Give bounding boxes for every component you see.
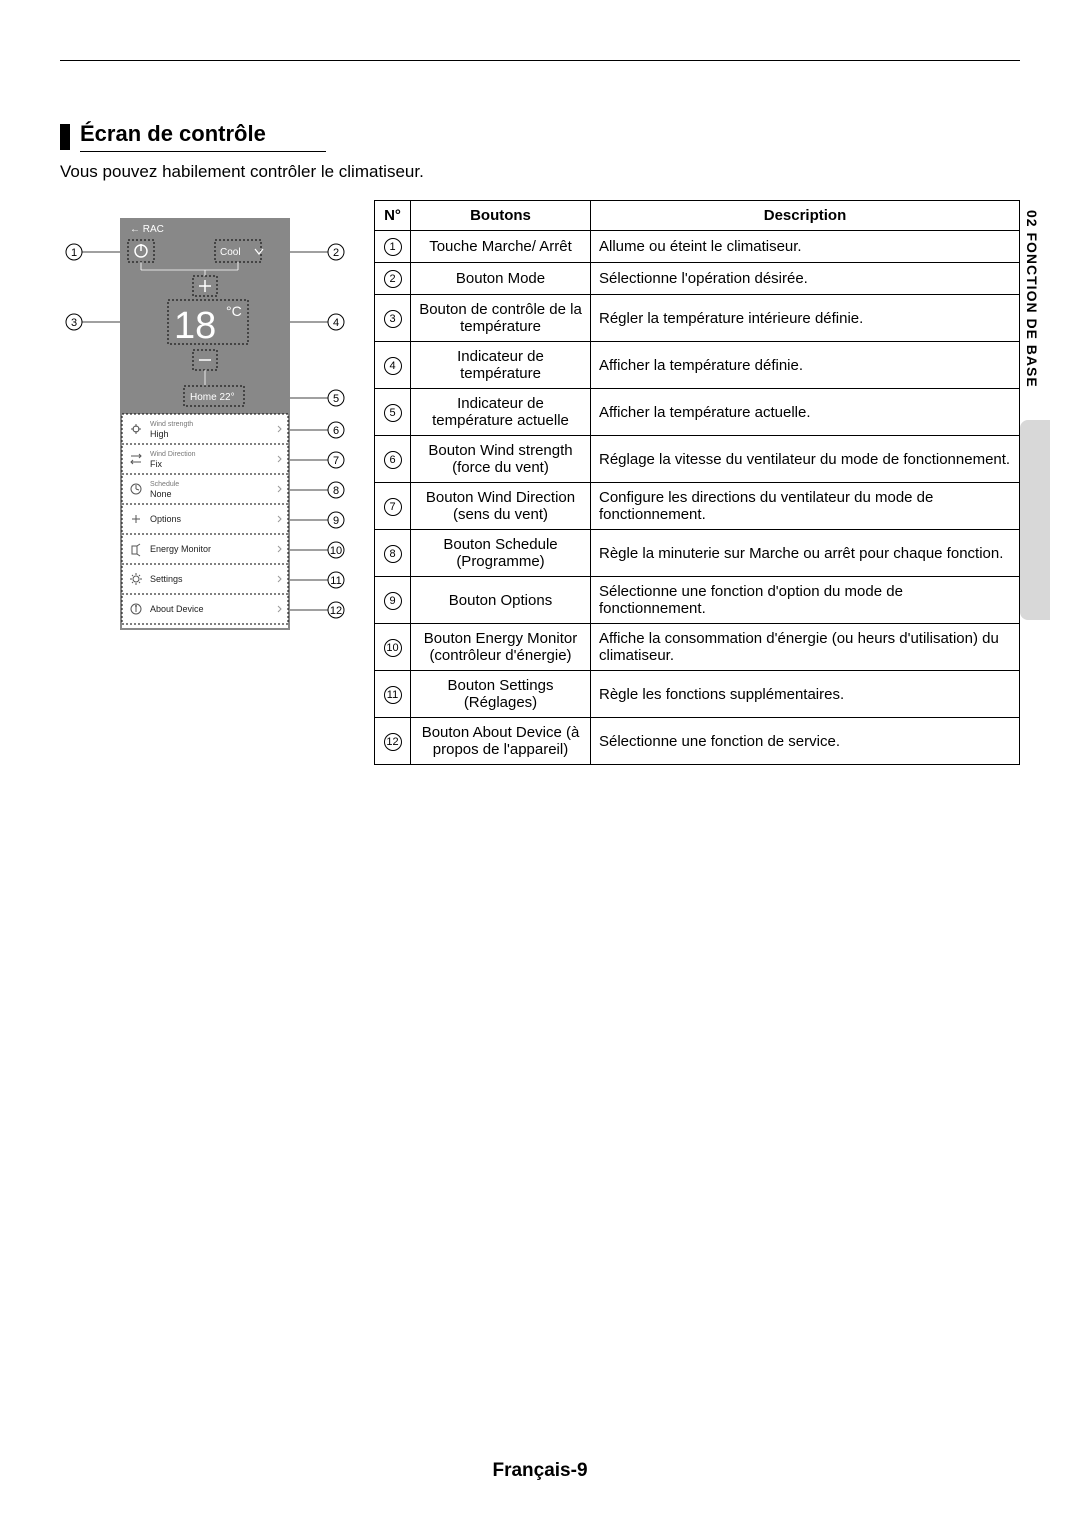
svg-text:← RAC: ← RAC <box>130 224 164 235</box>
row-number: 4 <box>375 342 411 389</box>
row-button-name: Bouton About Device (à propos de l'appar… <box>411 718 591 765</box>
row-description: Sélectionne une fonction d'option du mod… <box>591 577 1020 624</box>
row-button-name: Bouton Wind strength (force du vent) <box>411 436 591 483</box>
row-button-name: Bouton Settings (Réglages) <box>411 671 591 718</box>
row-button-name: Indicateur de température <box>411 342 591 389</box>
svg-text:2: 2 <box>333 247 339 259</box>
row-number: 9 <box>375 577 411 624</box>
row-button-name: Bouton Wind Direction (sens du vent) <box>411 483 591 530</box>
svg-text:Cool: Cool <box>220 247 241 258</box>
table-row: 11Bouton Settings (Réglages)Règle les fo… <box>375 671 1020 718</box>
diagram: 1 3 2 4 5 6 7 8 9 10 11 12 <box>60 200 350 640</box>
reference-table: N° Boutons Description 1Touche Marche/ A… <box>374 200 1020 765</box>
row-number: 5 <box>375 389 411 436</box>
row-button-name: Bouton Energy Monitor (contrôleur d'éner… <box>411 624 591 671</box>
svg-text:Energy Monitor: Energy Monitor <box>150 544 211 554</box>
page: 02 FONCTION DE BASE Écran de contrôle Vo… <box>0 0 1080 1532</box>
svg-text:3: 3 <box>71 317 77 329</box>
svg-text:9: 9 <box>333 515 339 527</box>
heading-text: Écran de contrôle <box>80 121 326 152</box>
svg-text:11: 11 <box>330 575 341 587</box>
svg-text:Wind Direction: Wind Direction <box>150 451 196 458</box>
svg-text:8: 8 <box>333 485 339 497</box>
section-heading: Écran de contrôle <box>60 121 1020 152</box>
row-number: 1 <box>375 231 411 263</box>
svg-text:Schedule: Schedule <box>150 481 179 488</box>
header-buttons: Boutons <box>411 201 591 231</box>
row-description: Réglage la vitesse du ventilateur du mod… <box>591 436 1020 483</box>
table-row: 5Indicateur de température actuelleAffic… <box>375 389 1020 436</box>
svg-text:High: High <box>150 429 169 439</box>
svg-text:7: 7 <box>333 455 339 467</box>
row-description: Affiche la consommation d'énergie (ou he… <box>591 624 1020 671</box>
row-description: Sélectionne l'opération désirée. <box>591 263 1020 295</box>
table-row: 12Bouton About Device (à propos de l'app… <box>375 718 1020 765</box>
svg-text:12: 12 <box>330 605 342 617</box>
svg-text:4: 4 <box>333 317 339 329</box>
header-description: Description <box>591 201 1020 231</box>
table-row: 1Touche Marche/ ArrêtAllume ou éteint le… <box>375 231 1020 263</box>
row-number: 12 <box>375 718 411 765</box>
svg-text:Settings: Settings <box>150 574 183 584</box>
row-number: 3 <box>375 295 411 342</box>
table-row: 2Bouton ModeSélectionne l'opération dési… <box>375 263 1020 295</box>
table-row: 8Bouton Schedule (Programme)Règle la min… <box>375 530 1020 577</box>
table-row: 3Bouton de contrôle de la températureRég… <box>375 295 1020 342</box>
row-description: Allume ou éteint le climatiseur. <box>591 231 1020 263</box>
table-row: 9Bouton OptionsSélectionne une fonction … <box>375 577 1020 624</box>
row-description: Sélectionne une fonction de service. <box>591 718 1020 765</box>
svg-text:About Device: About Device <box>150 604 204 614</box>
side-tab-label: 02 FONCTION DE BASE <box>1024 210 1040 388</box>
row-number: 10 <box>375 624 411 671</box>
page-footer: Français-9 <box>0 1460 1080 1482</box>
table-row: 10Bouton Energy Monitor (contrôleur d'én… <box>375 624 1020 671</box>
intro-text: Vous pouvez habilement contrôler le clim… <box>60 162 1020 182</box>
row-number: 8 <box>375 530 411 577</box>
table-row: 4Indicateur de températureAfficher la te… <box>375 342 1020 389</box>
row-number: 2 <box>375 263 411 295</box>
row-description: Configure les directions du ventilateur … <box>591 483 1020 530</box>
side-tab-bg <box>1020 420 1050 620</box>
table-header-row: N° Boutons Description <box>375 201 1020 231</box>
svg-text:6: 6 <box>333 425 339 437</box>
row-button-name: Bouton Schedule (Programme) <box>411 530 591 577</box>
header-number: N° <box>375 201 411 231</box>
row-button-name: Bouton Mode <box>411 263 591 295</box>
content-row: 1 3 2 4 5 6 7 8 9 10 11 12 <box>60 200 1020 765</box>
svg-text:1: 1 <box>71 247 77 259</box>
svg-text:Home 22°: Home 22° <box>190 392 235 403</box>
row-number: 11 <box>375 671 411 718</box>
svg-text:18: 18 <box>174 305 216 347</box>
row-button-name: Bouton Options <box>411 577 591 624</box>
svg-text:None: None <box>150 489 172 499</box>
svg-text:°C: °C <box>226 303 242 319</box>
row-description: Afficher la température définie. <box>591 342 1020 389</box>
diagram-svg: 1 3 2 4 5 6 7 8 9 10 11 12 <box>60 200 350 640</box>
svg-text:Wind strength: Wind strength <box>150 421 193 428</box>
svg-text:5: 5 <box>333 393 339 405</box>
row-number: 6 <box>375 436 411 483</box>
heading-bar <box>60 124 70 150</box>
top-rule <box>60 60 1020 61</box>
row-description: Règle la minuterie sur Marche ou arrêt p… <box>591 530 1020 577</box>
row-description: Régler la température intérieure définie… <box>591 295 1020 342</box>
svg-text:10: 10 <box>330 545 342 557</box>
row-button-name: Indicateur de température actuelle <box>411 389 591 436</box>
table-row: 6Bouton Wind strength (force du vent)Rég… <box>375 436 1020 483</box>
table-row: 7Bouton Wind Direction (sens du vent)Con… <box>375 483 1020 530</box>
svg-text:Fix: Fix <box>150 459 162 469</box>
row-button-name: Touche Marche/ Arrêt <box>411 231 591 263</box>
row-description: Afficher la température actuelle. <box>591 389 1020 436</box>
svg-text:Options: Options <box>150 514 182 524</box>
row-description: Règle les fonctions supplémentaires. <box>591 671 1020 718</box>
row-button-name: Bouton de contrôle de la température <box>411 295 591 342</box>
row-number: 7 <box>375 483 411 530</box>
